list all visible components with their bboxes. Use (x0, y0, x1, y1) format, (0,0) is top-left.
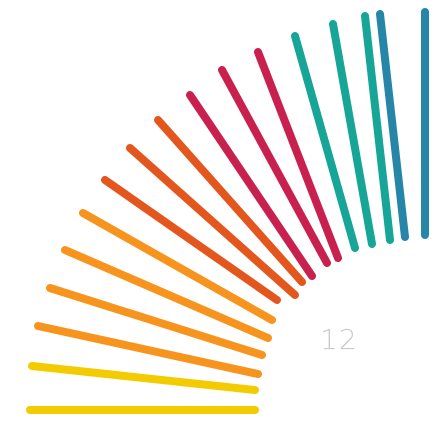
fan-stripe (376, 10, 409, 241)
fan-stripe (291, 32, 359, 252)
fan-stripe (361, 12, 394, 244)
fan-stripe (101, 176, 281, 304)
fan-stripe (218, 66, 331, 267)
fan-stripe (186, 91, 316, 280)
fan-stripe (34, 322, 262, 378)
fan-stripe (61, 246, 272, 342)
fan-stripe (79, 209, 276, 324)
fan-stripe (126, 144, 299, 299)
fan-stripe (46, 284, 266, 359)
fan-stripe (254, 48, 342, 262)
fan-stripe (154, 116, 306, 286)
fan-stripe (329, 20, 376, 248)
fan-stripe (28, 362, 259, 394)
page-number: 12 (320, 323, 358, 356)
